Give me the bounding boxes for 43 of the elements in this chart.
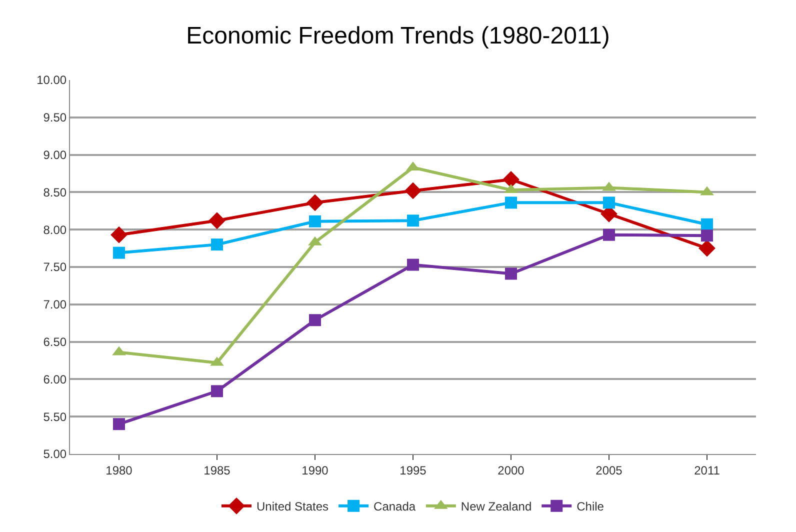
y-tick-label: 7.00: [43, 298, 67, 312]
x-tick-label: 1990: [302, 463, 329, 478]
y-tick-label: 6.00: [43, 372, 67, 386]
point: [701, 218, 713, 230]
legend-label: United States: [256, 500, 329, 514]
point: [113, 418, 125, 430]
chart-title: Economic Freedom Trends (1980-2011): [186, 22, 610, 50]
point: [698, 240, 716, 257]
x-tick-label: 1980: [106, 463, 133, 478]
point: [701, 230, 713, 242]
point: [404, 182, 422, 200]
x-tick-label: 2000: [498, 463, 525, 478]
y-tick-label: 5.50: [43, 410, 67, 424]
point: [603, 228, 615, 241]
x-tick-label: 2011: [694, 463, 720, 478]
y-tick-label: 8.00: [43, 222, 67, 237]
x-tick-label: 2005: [596, 463, 623, 478]
point: [309, 215, 321, 228]
x-tick-label: 1995: [400, 463, 427, 478]
x-tick-label: 1985: [204, 463, 231, 478]
point: [113, 246, 125, 259]
point: [306, 194, 324, 212]
y-tick-label: 8.50: [43, 185, 67, 200]
point: [502, 171, 520, 188]
legend-label: Canada: [374, 500, 416, 514]
y-tick-label: 7.50: [43, 260, 67, 274]
point: [309, 314, 321, 326]
legend-label: New Zealand: [460, 500, 532, 514]
point: [603, 196, 615, 209]
point: [110, 226, 128, 244]
point: [211, 238, 223, 251]
y-tick-label: 9.00: [43, 148, 67, 162]
point: [407, 258, 419, 271]
point: [407, 214, 419, 227]
point: [211, 385, 223, 398]
point: [208, 212, 226, 230]
y-tick-label: 10.00: [36, 73, 67, 88]
legend-label: Chile: [576, 500, 604, 514]
y-tick-label: 6.50: [43, 335, 67, 349]
y-tick-label: 9.50: [43, 110, 67, 125]
point: [505, 268, 517, 280]
y-tick-label: 5.00: [43, 447, 67, 462]
point: [505, 196, 517, 209]
